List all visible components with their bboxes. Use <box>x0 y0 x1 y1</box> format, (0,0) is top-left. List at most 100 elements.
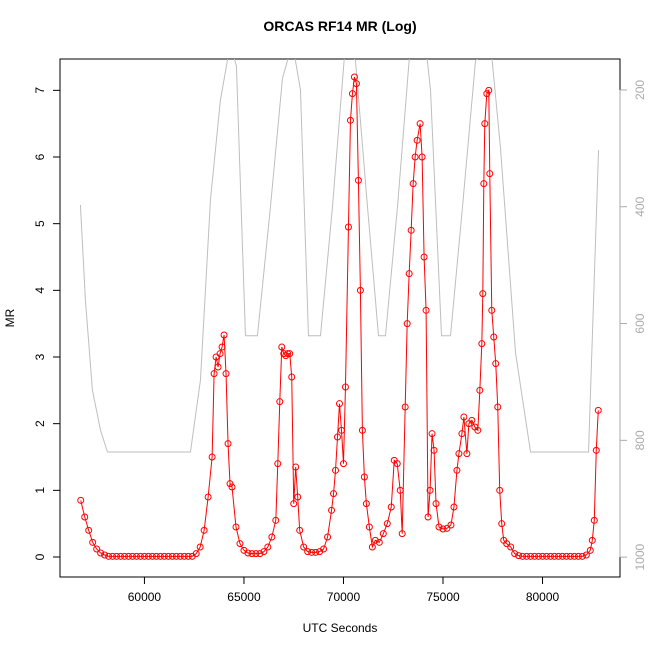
data-point <box>268 533 276 541</box>
data-point <box>428 430 436 438</box>
data-point <box>93 545 101 553</box>
data-point <box>184 552 192 560</box>
data-point <box>543 552 551 560</box>
data-point <box>387 503 395 511</box>
data-point <box>101 551 109 559</box>
series-line <box>79 59 600 453</box>
data-point <box>148 552 156 560</box>
data-point <box>413 136 421 144</box>
data-point <box>128 552 136 560</box>
data-point <box>196 543 204 551</box>
data-point <box>539 552 547 560</box>
data-point <box>588 536 596 544</box>
data-point <box>339 460 347 468</box>
data-point <box>476 386 484 394</box>
data-point <box>156 552 164 560</box>
data-point <box>511 550 519 558</box>
data-point <box>424 513 432 521</box>
data-point <box>494 403 502 411</box>
data-point <box>292 463 300 471</box>
data-point <box>403 320 411 328</box>
data-point <box>405 270 413 278</box>
data-point <box>220 331 228 339</box>
data-point <box>136 552 144 560</box>
data-point <box>523 552 531 560</box>
data-point <box>210 370 218 378</box>
data-point <box>420 253 428 261</box>
data-point <box>282 352 290 360</box>
data-point <box>358 426 366 434</box>
data-point <box>300 543 308 551</box>
data-point <box>168 552 176 560</box>
data-point <box>570 552 578 560</box>
x-tick-label: 75000 <box>426 590 460 604</box>
data-point <box>214 363 222 371</box>
data-point <box>264 543 272 551</box>
y2-tick-label: 1000 <box>633 543 647 570</box>
x-tick-label: 80000 <box>526 590 560 604</box>
data-point <box>256 550 264 558</box>
data-point <box>272 516 280 524</box>
data-point <box>105 552 113 560</box>
data-point <box>375 538 383 546</box>
data-point <box>594 406 602 414</box>
data-point <box>398 530 406 538</box>
plot-frame <box>59 58 621 578</box>
data-point <box>566 552 574 560</box>
data-point <box>535 552 543 560</box>
data-point <box>360 473 368 481</box>
data-point <box>460 413 468 421</box>
data-point <box>260 548 268 556</box>
data-point <box>216 350 224 358</box>
data-point <box>492 360 500 368</box>
data-point <box>481 120 489 128</box>
data-point <box>222 370 230 378</box>
data-point <box>308 548 316 556</box>
data-point <box>252 550 260 558</box>
data-point <box>409 180 417 188</box>
data-point <box>304 548 312 556</box>
y-tick-label: 0 <box>33 553 47 560</box>
data-point <box>117 552 125 560</box>
data-point <box>496 486 504 494</box>
data-point <box>515 552 523 560</box>
plot-area <box>77 59 602 560</box>
data-point <box>218 343 226 351</box>
data-point <box>435 523 443 531</box>
data-point <box>274 460 282 468</box>
y2-tick-label: 800 <box>633 430 647 450</box>
data-point <box>320 545 328 553</box>
data-point <box>330 490 338 498</box>
x-tick-label: 60000 <box>128 590 162 604</box>
data-point <box>348 90 356 98</box>
data-point <box>334 433 342 441</box>
data-point <box>463 450 471 458</box>
data-point <box>478 340 486 348</box>
data-point <box>426 486 434 494</box>
data-point <box>439 525 447 533</box>
y-axis-label: MR <box>3 308 17 327</box>
data-point <box>474 426 482 434</box>
data-point <box>490 333 498 341</box>
data-point <box>97 549 105 557</box>
y-tick-label: 3 <box>33 353 47 360</box>
data-point <box>332 466 340 474</box>
data-point <box>527 552 535 560</box>
x-tick-label: 65000 <box>227 590 261 604</box>
data-point <box>418 153 426 161</box>
data-point <box>294 493 302 501</box>
data-point <box>498 520 506 528</box>
data-point <box>160 552 168 560</box>
data-point <box>290 500 298 508</box>
data-point <box>396 486 404 494</box>
data-point <box>486 170 494 178</box>
y2-tick-label: 600 <box>633 313 647 333</box>
data-point <box>85 526 93 534</box>
y-tick-label: 1 <box>33 487 47 494</box>
y-tick-label: 2 <box>33 420 47 427</box>
data-point <box>468 416 476 424</box>
data-point <box>480 180 488 188</box>
data-point <box>453 466 461 474</box>
series-line <box>80 76 599 557</box>
